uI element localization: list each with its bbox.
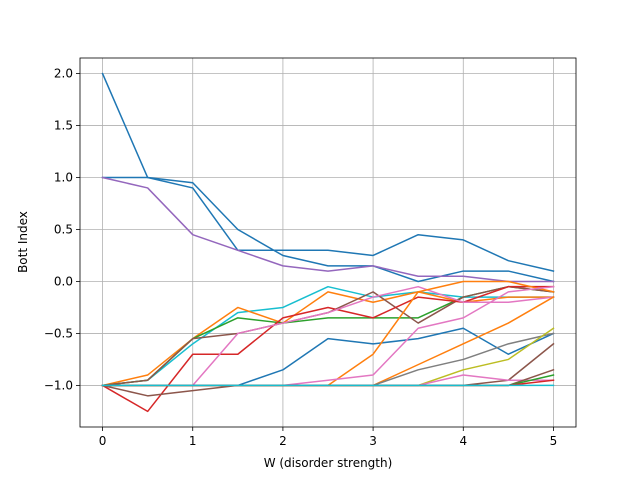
y-tick-label: 1.5 [54, 119, 73, 133]
x-axis: 0 1 2 3 4 5 [99, 427, 558, 448]
x-tick-label: 1 [189, 434, 197, 448]
y-axis: −1.0 −0.5 0.0 0.5 1.0 1.5 2.0 [44, 67, 80, 392]
series-line-3 [101, 176, 555, 283]
y-axis-label: Bott Index [16, 211, 30, 273]
y-tick-label: −1.0 [44, 378, 73, 392]
y-tick-label: 0.5 [54, 223, 73, 237]
y-tick-label: 2.0 [54, 67, 73, 81]
series-line-8 [101, 285, 555, 413]
x-tick-label: 0 [99, 434, 107, 448]
x-tick-label: 3 [369, 434, 377, 448]
series-group [101, 72, 555, 413]
y-tick-label: −0.5 [44, 326, 73, 340]
x-axis-label: W (disorder strength) [264, 456, 393, 470]
y-tick-label: 1.0 [54, 171, 73, 185]
plot-frame [79, 57, 577, 428]
x-tick-label: 2 [279, 434, 287, 448]
y-tick-label: 0.0 [54, 274, 73, 288]
grid [80, 58, 576, 427]
series-line-2 [101, 176, 555, 272]
x-tick-label: 4 [459, 434, 467, 448]
series-line-1 [101, 72, 555, 283]
series-line-5 [101, 291, 555, 387]
x-tick-label: 5 [550, 434, 558, 448]
